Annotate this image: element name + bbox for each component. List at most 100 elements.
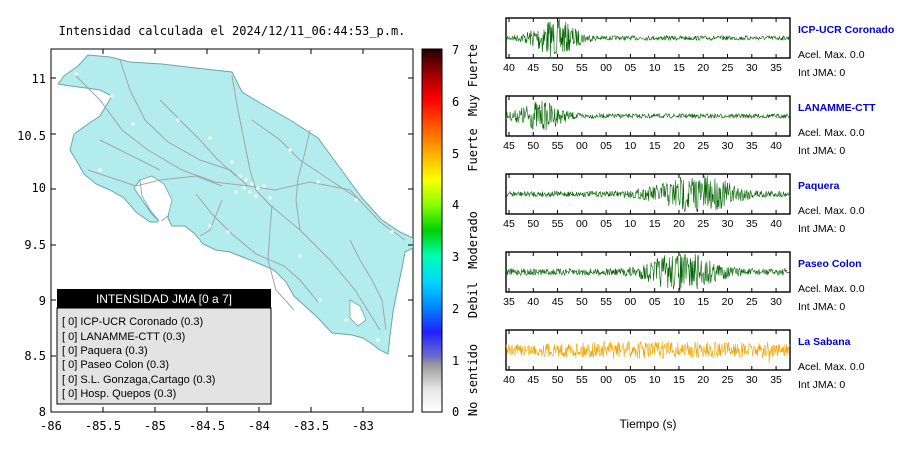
waveform-tick-label: 25 xyxy=(722,374,734,386)
map-panel: Intensidad calculada el 2024/12/11_06:44… xyxy=(17,24,414,433)
waveform-tick-label: 55 xyxy=(600,296,612,308)
waveform-panel: 40 45 50 55 00 05 10 15 20 25 30 35 La Sabana Acel. M… xyxy=(503,329,865,391)
map-y-tick-label: 9 xyxy=(39,294,46,308)
waveform-tick-label: 40 xyxy=(503,374,515,386)
waveform-tick-label: 45 xyxy=(552,296,564,308)
waveform-tick-label: 35 xyxy=(770,62,782,74)
station-jma: Int JMA: 0 xyxy=(798,67,845,79)
station-name: LANAMME-CTT xyxy=(798,102,876,114)
map-y-tick-label: 8 xyxy=(39,405,46,419)
map-x-tick-label: -85 xyxy=(144,419,166,433)
colorbar-tick-label: 7 xyxy=(452,43,459,57)
waveform-tick-label: 25 xyxy=(697,218,709,230)
waveform-panel: 45 50 55 00 05 10 15 20 25 30 35 40 LANAMME-CTT Acel.… xyxy=(503,95,876,157)
legend-title-bar xyxy=(57,289,271,308)
map-x-tick-label: -86 xyxy=(40,419,62,433)
station-name: La Sabana xyxy=(798,336,851,348)
land-area xyxy=(57,54,413,355)
map-y-tick-label: 10.5 xyxy=(17,129,46,143)
waveform-tick-label: 45 xyxy=(503,140,515,152)
waveform-tick-label: 40 xyxy=(770,218,782,230)
legend-body xyxy=(56,307,272,405)
legend-title: INTENSIDAD JMA [0 a 7] xyxy=(96,292,232,306)
map-x-tick-label: -83 xyxy=(352,419,374,433)
waveform-tick-label: 00 xyxy=(600,62,612,74)
waveform-tick-label: 25 xyxy=(722,62,734,74)
colorbar-category-label: Muy Fuerte xyxy=(466,44,480,116)
waveform-tick-label: 00 xyxy=(576,218,588,230)
intensity-legend: INTENSIDAD JMA [0 a 7] [ 0] ICP-UCR Coro… xyxy=(56,289,272,405)
colorbar-tick-label: 3 xyxy=(452,250,459,264)
map-y-tick-label: 11 xyxy=(32,72,46,86)
waveform-panel: 45 50 55 00 05 10 15 20 25 30 35 40 Paquera Acel. Max… xyxy=(503,173,865,235)
waveform-tick-label: 25 xyxy=(697,140,709,152)
waveform-tick-label: 50 xyxy=(576,296,588,308)
waveform-tick-label: 35 xyxy=(746,140,758,152)
colorbar-tick-label: 6 xyxy=(452,95,459,109)
map-title: Intensidad calculada el 2024/12/11_06:44… xyxy=(59,24,406,38)
waveform-tick-label: 30 xyxy=(746,374,758,386)
waveform-tick-label: 05 xyxy=(649,296,661,308)
waveform-tick-label: 35 xyxy=(770,374,782,386)
waveform-tick-label: 30 xyxy=(746,62,758,74)
waveform-panels: 40 45 50 55 00 05 10 15 20 25 30 35 ICP-UCR Coronado… xyxy=(503,17,894,391)
colorbar-scale xyxy=(421,48,443,413)
colorbar-tick-label: 1 xyxy=(452,354,459,368)
waveform-tick-label: 40 xyxy=(527,296,539,308)
map-x-tick-label: -85.5 xyxy=(85,419,121,433)
waveform-trace xyxy=(505,175,791,213)
waveform-trace xyxy=(505,340,791,364)
map-x-tick-label: -84 xyxy=(248,419,270,433)
road-network xyxy=(74,59,406,331)
waveform-tick-label: 45 xyxy=(503,218,515,230)
waveform-tick-label: 15 xyxy=(649,140,661,152)
waveform-tick-label: 40 xyxy=(503,62,515,74)
waveform-panel: 35 40 45 50 55 00 05 10 15 20 25 30 Paseo Colon Acel.… xyxy=(503,251,865,313)
station-name: Paquera xyxy=(798,180,840,192)
station-name: Paseo Colon xyxy=(798,258,862,270)
waveform-tick-label: 10 xyxy=(625,140,637,152)
waveform-tick-label: 55 xyxy=(552,140,564,152)
waveform-tick-label: 00 xyxy=(600,374,612,386)
waveform-tick-label: 15 xyxy=(673,374,685,386)
waveform-tick-label: 00 xyxy=(625,296,637,308)
map-x-axis: -86 -85.5 -85 -84.5 -84 -83.5 -83 xyxy=(40,419,374,433)
waveform-tick-label: 15 xyxy=(697,296,709,308)
station-accel: Acel. Max. 0.0 xyxy=(798,205,865,217)
waveform-tick-label: 20 xyxy=(673,140,685,152)
station-accel: Acel. Max. 0.0 xyxy=(798,283,865,295)
waveform-tick-label: 45 xyxy=(527,374,539,386)
waveform-tick-label: 55 xyxy=(576,62,588,74)
waveform-tick-label: 10 xyxy=(673,296,685,308)
waveform-tick-label: 20 xyxy=(722,296,734,308)
station-accel: Acel. Max. 0.0 xyxy=(798,49,865,61)
legend-item: [ 0] Paseo Colon (0.3) xyxy=(62,359,169,371)
waveform-tick-label: 40 xyxy=(770,140,782,152)
waveform-tick-label: 50 xyxy=(552,62,564,74)
waveform-tick-label: 20 xyxy=(673,218,685,230)
waveform-tick-label: 05 xyxy=(600,140,612,152)
legend-item: [ 0] Paquera (0.3) xyxy=(62,345,148,357)
colorbar-tick-label: 5 xyxy=(452,147,459,161)
waveform-tick-label: 30 xyxy=(722,218,734,230)
golfo-dulce xyxy=(349,299,367,327)
legend-item: [ 0] Hosp. Quepos (0.3) xyxy=(62,388,176,400)
station-accel: Acel. Max. 0.0 xyxy=(798,361,865,373)
waveform-tick-label: 35 xyxy=(746,218,758,230)
station-jma: Int JMA: 0 xyxy=(798,223,845,235)
waveform-tick-label: 20 xyxy=(697,374,709,386)
waveform-tick-label: 50 xyxy=(552,374,564,386)
colorbar-category-label: Debil xyxy=(466,282,480,318)
waveform-tick-label: 50 xyxy=(527,140,539,152)
map-x-tick-label: -83.5 xyxy=(293,419,329,433)
waveform-tick-label: 10 xyxy=(649,62,661,74)
waveform-tick-label: 55 xyxy=(552,218,564,230)
waveform-tick-label: 15 xyxy=(649,218,661,230)
waveform-tick-label: 35 xyxy=(503,296,515,308)
colorbar-tick-label: 2 xyxy=(452,302,459,316)
legend-item: [ 0] LANAMME-CTT (0.3) xyxy=(62,331,185,343)
waveform-tick-label: 15 xyxy=(673,62,685,74)
waveform-tick-label: 45 xyxy=(527,62,539,74)
colorbar-category-label: No sentido xyxy=(466,344,480,416)
